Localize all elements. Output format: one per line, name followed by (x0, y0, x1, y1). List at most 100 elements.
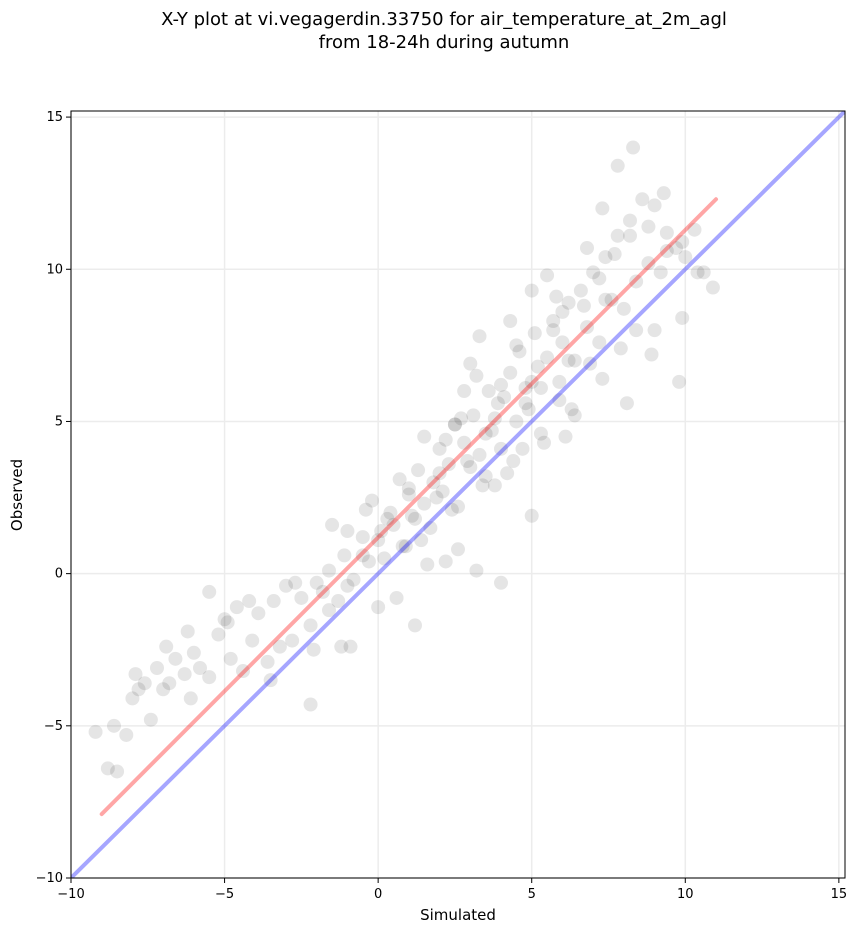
scatter-point (211, 627, 226, 642)
scatter-point (494, 377, 508, 392)
scatter-point (592, 335, 607, 350)
scatter-point (653, 265, 668, 280)
scatter-point (346, 572, 361, 587)
blue-identity-line (71, 111, 845, 878)
scatter-point (229, 600, 244, 615)
scatter-point (478, 469, 493, 484)
scatter-point (266, 594, 281, 609)
scatter-point (533, 380, 548, 395)
scatter-point (401, 487, 416, 502)
scatter-point (619, 396, 634, 411)
scatter-point (389, 590, 404, 605)
scatter-point (417, 429, 432, 444)
scatter-point (555, 304, 570, 319)
scatter-point (573, 283, 588, 298)
scatter-point (521, 402, 536, 417)
scatter-point (561, 295, 576, 310)
scatter-point (629, 274, 644, 289)
scatter-point (420, 557, 435, 572)
scatter-point (604, 292, 619, 307)
scatter-point (524, 508, 539, 523)
scatter-point (423, 520, 438, 535)
scatter-point (629, 323, 644, 338)
scatter-point (576, 298, 591, 313)
scatter-point (193, 660, 207, 675)
scatter-point (484, 423, 499, 438)
scatter-point (478, 426, 493, 441)
plot-frame (70, 110, 846, 879)
scatter-point (220, 615, 235, 630)
scatter-point (315, 584, 330, 599)
scatter-point (524, 283, 539, 298)
scatter-point (530, 359, 545, 374)
axis-ticks: −10 −5 0 5 10 15 −10 −5 0 5 10 15 (36, 110, 848, 902)
scatter-point (678, 250, 693, 265)
scatter-point (472, 329, 487, 344)
scatter-point (518, 396, 533, 411)
scatter-point (675, 310, 690, 325)
scatter-point (408, 618, 422, 633)
y-tick-label: 15 (46, 110, 63, 125)
scatter-point (125, 691, 140, 706)
x-tick-label: 5 (528, 887, 536, 902)
x-tick-label: 0 (374, 887, 382, 902)
scatter-point (398, 539, 413, 554)
scatter-point (583, 356, 598, 371)
scatter-point (546, 323, 561, 338)
scatter-point (202, 670, 217, 685)
scatter-point (358, 502, 373, 517)
scatter-point (616, 301, 631, 316)
scatter-point (457, 435, 472, 450)
scatter-point (429, 490, 444, 505)
scatter-point (696, 265, 711, 280)
y-tick-label: 0 (55, 567, 63, 582)
scatter-point (705, 280, 720, 295)
scatter-point (441, 457, 456, 472)
scatter-point (533, 426, 548, 441)
scatter-point (641, 256, 656, 271)
scatter-point (546, 314, 561, 329)
scatter-point (331, 594, 346, 609)
scatter-point (119, 727, 134, 742)
scatter-point (100, 761, 115, 776)
scatter-point (168, 651, 183, 666)
scatter-point (272, 639, 287, 654)
scatter-point (408, 511, 422, 526)
scatter-point (435, 484, 450, 499)
scatter-point (414, 533, 429, 548)
scatter-point (131, 682, 146, 697)
scatter-point (610, 158, 625, 173)
x-tick-label: −10 (57, 887, 84, 902)
scatter-point (675, 234, 690, 249)
scatter-point (469, 368, 484, 383)
scatter-point (432, 466, 447, 481)
scatter-point (217, 612, 232, 627)
scatter-point (361, 554, 376, 569)
scatter-point (672, 374, 687, 389)
scatter-point (340, 578, 355, 593)
scatter-point (251, 606, 266, 621)
scatter-point (438, 432, 453, 447)
chart-title-line-1: X-Y plot at vi.vegagerdin.33750 for air_… (161, 9, 727, 30)
scatter-point (487, 411, 502, 426)
scatter-point (659, 244, 674, 259)
scatter-point (432, 441, 447, 456)
scatter-point (426, 475, 441, 490)
scatter-point (527, 326, 542, 341)
y-tick-label: −10 (36, 871, 63, 886)
scatter-point (355, 548, 370, 563)
scatter-point (279, 578, 293, 593)
scatter-point (374, 524, 389, 539)
scatter-point (463, 356, 478, 371)
chart-title-line-2: from 18-24h during autumn (319, 32, 570, 53)
scatter-point (223, 651, 238, 666)
scatter-point (110, 764, 125, 779)
scatter-point (306, 642, 321, 657)
scatter-point (626, 140, 641, 155)
scatter-point (647, 323, 662, 338)
scatter-point (552, 393, 567, 408)
scatter-point (472, 447, 487, 462)
scatter-point (586, 265, 601, 280)
